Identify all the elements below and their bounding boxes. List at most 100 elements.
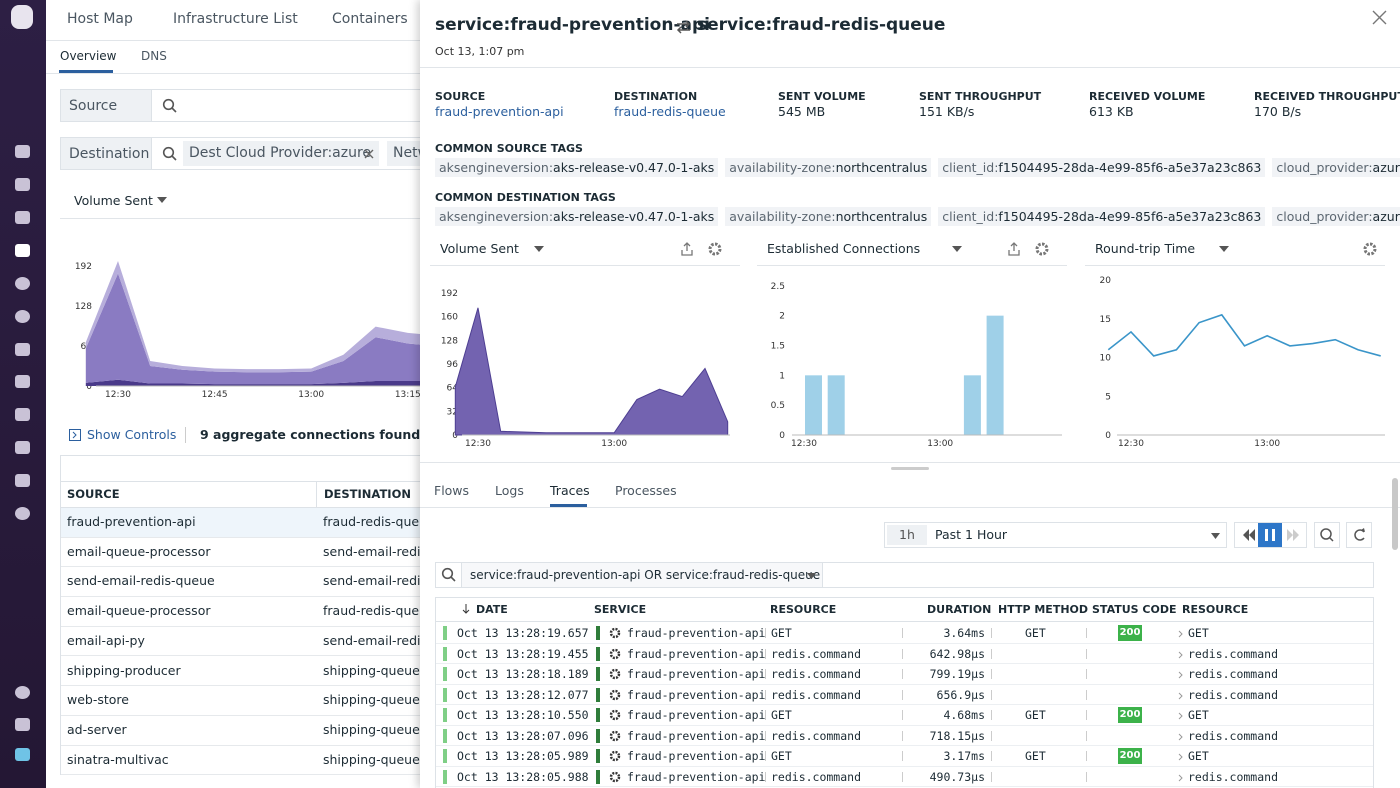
tag[interactable]: cloud_provider:azure bbox=[1272, 207, 1400, 226]
nav-icon[interactable] bbox=[15, 748, 30, 761]
settings-icon[interactable] bbox=[710, 244, 720, 254]
duration: 799.19μs bbox=[930, 667, 985, 681]
nav-icon[interactable] bbox=[15, 474, 30, 487]
table-row[interactable]: email-queue-processorsend-email-redis- bbox=[61, 538, 420, 568]
trace-row[interactable]: Oct 13 13:28:07.096fraud-prevention-apir… bbox=[436, 726, 1373, 747]
column-header: HTTP METHOD bbox=[998, 603, 1088, 616]
nav-icon[interactable] bbox=[15, 244, 30, 257]
query-select[interactable]: service:fraud-prevention-api OR service:… bbox=[461, 562, 823, 588]
sub-tab[interactable]: Overview bbox=[60, 49, 117, 63]
metric-select[interactable]: Volume Sent bbox=[74, 193, 153, 208]
zoom-button[interactable] bbox=[1315, 523, 1340, 548]
table-row[interactable]: send-email-redis-queuesend-email-redis- bbox=[61, 567, 420, 597]
resource: GET bbox=[771, 708, 792, 722]
time-selector[interactable]: 1h Past 1 Hour bbox=[884, 522, 1227, 548]
trace-row[interactable]: Oct 13 13:28:18.189fraud-prevention-apir… bbox=[436, 664, 1373, 685]
sub-tab[interactable]: DNS bbox=[141, 49, 167, 63]
nav-icon[interactable] bbox=[15, 145, 30, 158]
source-filter-input[interactable] bbox=[151, 89, 420, 122]
trace-search[interactable]: service:fraud-prevention-api OR service:… bbox=[435, 562, 1374, 588]
nav-tab[interactable]: Containers bbox=[332, 11, 408, 27]
trace-row[interactable]: Oct 13 13:28:19.657fraud-prevention-apiG… bbox=[436, 623, 1373, 644]
trace-row[interactable]: Oct 13 13:28:19.455fraud-prevention-apir… bbox=[436, 644, 1373, 665]
scrollbar[interactable] bbox=[1392, 478, 1398, 550]
table-row[interactable]: shipping-producershipping-queue-r bbox=[61, 657, 420, 687]
nav-icon[interactable] bbox=[15, 343, 30, 356]
tag-row: aksengineversion:aks-release-v0.47.0-1-a… bbox=[435, 206, 1400, 226]
pause-button[interactable] bbox=[1258, 523, 1282, 547]
panel-tab[interactable]: Traces bbox=[550, 483, 590, 498]
trace-row[interactable]: Oct 13 13:28:05.989fraud-prevention-apiG… bbox=[436, 746, 1373, 767]
settings-icon[interactable] bbox=[1365, 244, 1375, 254]
nav-icon[interactable] bbox=[15, 375, 30, 388]
cell-separator bbox=[991, 772, 992, 782]
chart-metric-select[interactable]: Established Connections bbox=[767, 241, 920, 256]
destination-filter-input[interactable]: Dest Cloud Provider:azure Netw bbox=[151, 137, 420, 170]
tag[interactable]: aksengineversion:aks-release-v0.47.0-1-a… bbox=[435, 158, 718, 177]
trace-row[interactable]: Oct 13 13:28:10.550fraud-prevention-apiG… bbox=[436, 705, 1373, 726]
table-row[interactable]: sinatra-multivacshipping-queue-r bbox=[61, 746, 420, 776]
nav-tab[interactable]: Host Map bbox=[67, 11, 133, 27]
sort-arrow bbox=[463, 604, 469, 613]
nav-icon[interactable] bbox=[15, 686, 30, 699]
resize-handle[interactable] bbox=[891, 467, 929, 470]
nav-icon[interactable] bbox=[15, 408, 30, 421]
tag[interactable]: aksengineversion:aks-release-v0.47.0-1-a… bbox=[435, 207, 718, 226]
table-row[interactable]: fraud-prevention-apifraud-redis-queue bbox=[61, 508, 420, 538]
share-icon[interactable] bbox=[1009, 243, 1019, 255]
rtt-chart: 0510152012:3013:00 bbox=[1085, 270, 1395, 455]
tag[interactable]: availability-zone:northcentralus bbox=[725, 158, 931, 177]
nav-icon[interactable] bbox=[15, 310, 30, 323]
filter-chip[interactable]: Dest Cloud Provider:azure bbox=[183, 141, 379, 166]
search-icon bbox=[162, 146, 178, 162]
panel-tab[interactable]: Logs bbox=[495, 483, 524, 498]
bar bbox=[805, 375, 822, 435]
divider bbox=[46, 73, 420, 74]
table-row[interactable]: email-api-pysend-email-redis- bbox=[61, 627, 420, 657]
nav-icon[interactable] bbox=[15, 178, 30, 191]
nav-tab[interactable]: Infrastructure List bbox=[173, 11, 298, 27]
cell-separator bbox=[1086, 710, 1087, 720]
panel-tab[interactable]: Flows bbox=[434, 483, 469, 498]
search-icon bbox=[441, 567, 457, 583]
filter-chip[interactable]: Netw bbox=[387, 141, 420, 166]
panel-tab[interactable]: Processes bbox=[615, 483, 677, 498]
tag[interactable]: availability-zone:northcentralus bbox=[725, 207, 931, 226]
area bbox=[455, 308, 727, 435]
tag[interactable]: client_id:f1504495-28da-4e99-85f6-a5e37a… bbox=[938, 158, 1265, 177]
table-row[interactable]: web-storeshipping-queue-r bbox=[61, 686, 420, 716]
nav-icon[interactable] bbox=[15, 718, 30, 731]
duration: 3.17ms bbox=[943, 749, 985, 763]
divider bbox=[420, 462, 1400, 463]
area-layer bbox=[86, 274, 420, 385]
trace-row[interactable]: Oct 13 13:28:05.988fraud-prevention-apir… bbox=[436, 767, 1373, 788]
trace-row[interactable]: Oct 13 13:28:12.077fraud-prevention-apir… bbox=[436, 685, 1373, 706]
nav-icon[interactable] bbox=[15, 507, 30, 520]
table-row[interactable]: email-queue-processorfraud-redis-queue bbox=[61, 597, 420, 627]
x-tick-label: 12:30 bbox=[1118, 439, 1144, 449]
y-tick-label: 128 bbox=[441, 336, 458, 346]
connection-panel: service:fraud-prevention-api service:fra… bbox=[420, 0, 1400, 788]
chart-metric-select[interactable]: Volume Sent bbox=[440, 241, 519, 256]
logo[interactable] bbox=[11, 5, 33, 29]
cell-separator bbox=[765, 669, 766, 679]
date: Oct 13 13:28:18.189 bbox=[457, 667, 589, 681]
service-icon bbox=[609, 627, 621, 639]
time-controls bbox=[1234, 522, 1384, 548]
nav-icon[interactable] bbox=[15, 211, 30, 224]
settings-icon[interactable] bbox=[1037, 244, 1047, 254]
tag[interactable]: cloud_provider:azure bbox=[1272, 158, 1400, 177]
bar bbox=[964, 375, 981, 435]
nav-icon[interactable] bbox=[15, 441, 30, 454]
table-row[interactable]: ad-servershipping-queue-r bbox=[61, 716, 420, 746]
show-controls[interactable]: Show Controls bbox=[87, 427, 176, 442]
chart-metric-select[interactable]: Round-trip Time bbox=[1095, 241, 1195, 256]
chevron bbox=[1178, 651, 1184, 659]
refresh-button[interactable] bbox=[1347, 523, 1372, 548]
remove-icon[interactable] bbox=[364, 149, 374, 159]
share-icon[interactable] bbox=[682, 243, 692, 255]
tag[interactable]: client_id:f1504495-28da-4e99-85f6-a5e37a… bbox=[938, 207, 1265, 226]
service: fraud-prevention-api bbox=[627, 647, 765, 661]
nav-icon[interactable] bbox=[15, 277, 30, 290]
close-button[interactable] bbox=[1372, 10, 1387, 25]
